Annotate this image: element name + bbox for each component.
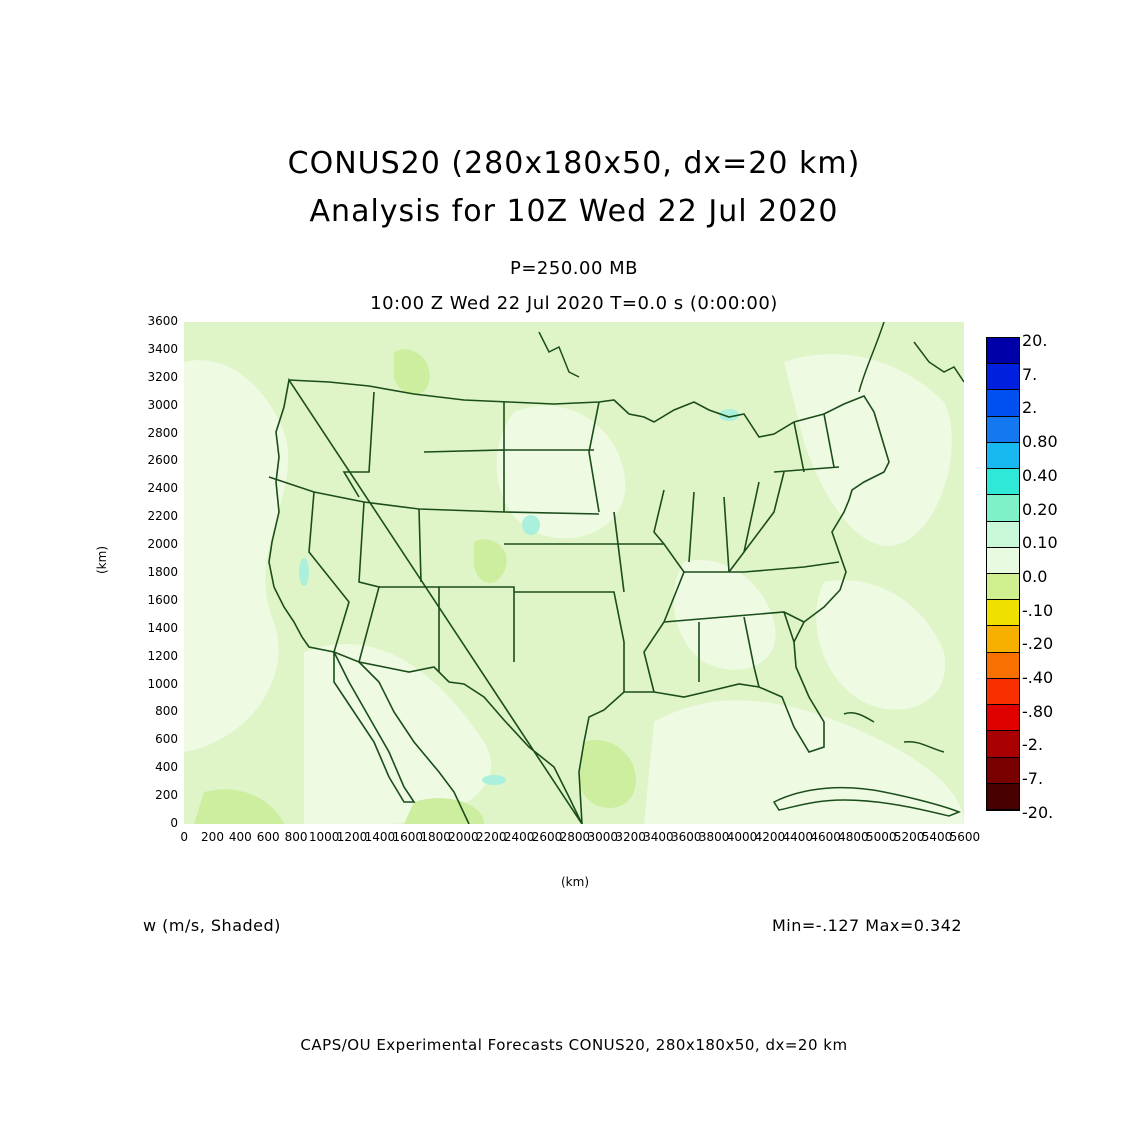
title-line-1: CONUS20 (280x180x50, dx=20 km): [287, 146, 861, 181]
colorbar-label: -.80: [1022, 701, 1054, 721]
y-tick-label: 1000: [147, 676, 178, 691]
colorbar-swatch: [987, 678, 1019, 706]
colorbar-swatch: [987, 390, 1019, 417]
y-tick-label: 200: [155, 788, 178, 803]
min-max: Min=-.127 Max=0.342: [772, 916, 963, 935]
valid-time: 10:00 Z Wed 22 Jul 2020 T=0.0 s (0:00:00…: [370, 293, 778, 314]
x-tick-label: 3000: [587, 830, 618, 844]
colorbar-swatch: [987, 600, 1019, 627]
colorbar-label: 0.10: [1022, 533, 1058, 553]
x-tick-label: 1400: [364, 830, 396, 844]
colorbar-label: -20.: [1022, 802, 1054, 822]
colorbar-label: -7.: [1022, 769, 1044, 789]
y-axis-label: (km): [95, 545, 109, 574]
colorbar-label: -.40: [1022, 668, 1054, 687]
y-tick-label: 2800: [147, 425, 178, 440]
y-tick-label: 2600: [147, 453, 178, 468]
y-tick-label: 800: [155, 704, 178, 719]
x-tick-label: 2800: [559, 830, 591, 844]
map-plot: [184, 322, 964, 824]
colorbar-swatch: [987, 574, 1019, 601]
x-tick-label: 3400: [643, 830, 674, 844]
x-tick-label: 5000: [866, 830, 897, 844]
x-tick-label: 400: [228, 830, 252, 844]
colorbar-swatch: [987, 547, 1019, 574]
field-cyan-spots: [299, 409, 739, 785]
colorbar-label: 0.20: [1022, 499, 1058, 519]
y-tick-label: 1800: [147, 565, 178, 579]
colorbar-swatch: [987, 757, 1019, 784]
x-tick-label: 4200: [754, 830, 786, 844]
y-tick-label: 3200: [147, 369, 178, 384]
colorbar-label: 0.40: [1022, 465, 1058, 485]
x-tick-label: 2600: [531, 830, 563, 844]
x-tick-label: 2200: [476, 830, 507, 844]
footer: CAPS/OU Experimental Forecasts CONUS20, …: [300, 1036, 848, 1054]
colorbar-swatch: [987, 442, 1019, 470]
x-tick-label: 3800: [698, 830, 730, 844]
x-tick-label: 1600: [392, 830, 423, 844]
x-tick-label: 3200: [615, 830, 646, 844]
colorbar-swatch: [987, 364, 1019, 391]
x-tick-label: 4000: [726, 830, 758, 844]
x-tick-label: 4800: [838, 830, 869, 844]
x-tick-label: 800: [284, 830, 308, 844]
x-tick-label: 1000: [308, 830, 340, 844]
y-tick-label: 0: [170, 816, 178, 830]
caribbean-outline: [772, 711, 962, 817]
x-tick-label: 2400: [503, 830, 535, 844]
x-tick-label: 3600: [671, 830, 702, 844]
y-tick-label: 2400: [147, 481, 178, 496]
colorbar-swatch: [987, 731, 1019, 758]
y-tick-label: 1600: [147, 592, 178, 607]
colorbar-label: -.10: [1022, 600, 1054, 620]
colorbar-label: 0.0: [1022, 566, 1048, 586]
x-tick-label: 600: [256, 830, 280, 844]
y-tick-label: 2200: [147, 509, 178, 524]
x-tick-label: 0: [180, 830, 189, 844]
x-tick-label: 5200: [893, 830, 925, 844]
field-green-patches: [194, 349, 636, 824]
y-tick-label: 3400: [147, 341, 178, 356]
y-tick-label: 3600: [147, 314, 178, 328]
canada-outline: [538, 322, 964, 393]
x-tick-label: 4400: [782, 830, 813, 844]
x-tick-label: 5600: [949, 830, 981, 844]
y-tick-label: 3000: [147, 397, 178, 412]
colorbar-swatch: [987, 705, 1019, 732]
colorbar-label: 7.: [1022, 364, 1038, 384]
x-axis-label: (km): [561, 875, 590, 889]
colorbar-label: 2.: [1022, 398, 1038, 418]
y-tick-label: 1400: [147, 620, 178, 635]
colorbar: [986, 337, 1020, 811]
colorbar-swatch: [987, 338, 1019, 365]
x-tick-label: 200: [201, 830, 224, 844]
field-label: w (m/s, Shaded): [143, 916, 281, 935]
x-tick-label: 1200: [336, 830, 368, 844]
colorbar-swatch: [987, 521, 1019, 548]
y-tick-label: 400: [155, 760, 178, 775]
colorbar-swatch: [987, 469, 1019, 496]
colorbar-swatch: [987, 416, 1019, 443]
pressure-level: P=250.00 MB: [509, 258, 639, 279]
state-boundaries: [268, 377, 890, 824]
colorbar-swatch: [987, 495, 1019, 522]
y-tick-label: 600: [155, 732, 178, 747]
y-tick-label: 2000: [147, 537, 178, 552]
colorbar-label: 0.80: [1022, 432, 1058, 452]
x-tick-label: 1800: [420, 830, 451, 844]
colorbar-swatch: [987, 783, 1019, 810]
title-line-2: Analysis for 10Z Wed 22 Jul 2020: [309, 194, 839, 229]
y-tick-label: 1200: [147, 648, 178, 663]
colorbar-swatch: [987, 652, 1019, 679]
colorbar-label: -.20: [1022, 634, 1054, 654]
colorbar-label: 20.: [1022, 331, 1048, 350]
colorbar-label: -2.: [1022, 735, 1044, 755]
x-tick-label: 4600: [810, 830, 841, 844]
x-tick-label: 5400: [921, 830, 953, 844]
colorbar-swatch: [987, 626, 1019, 653]
x-tick-label: 2000: [448, 830, 479, 844]
